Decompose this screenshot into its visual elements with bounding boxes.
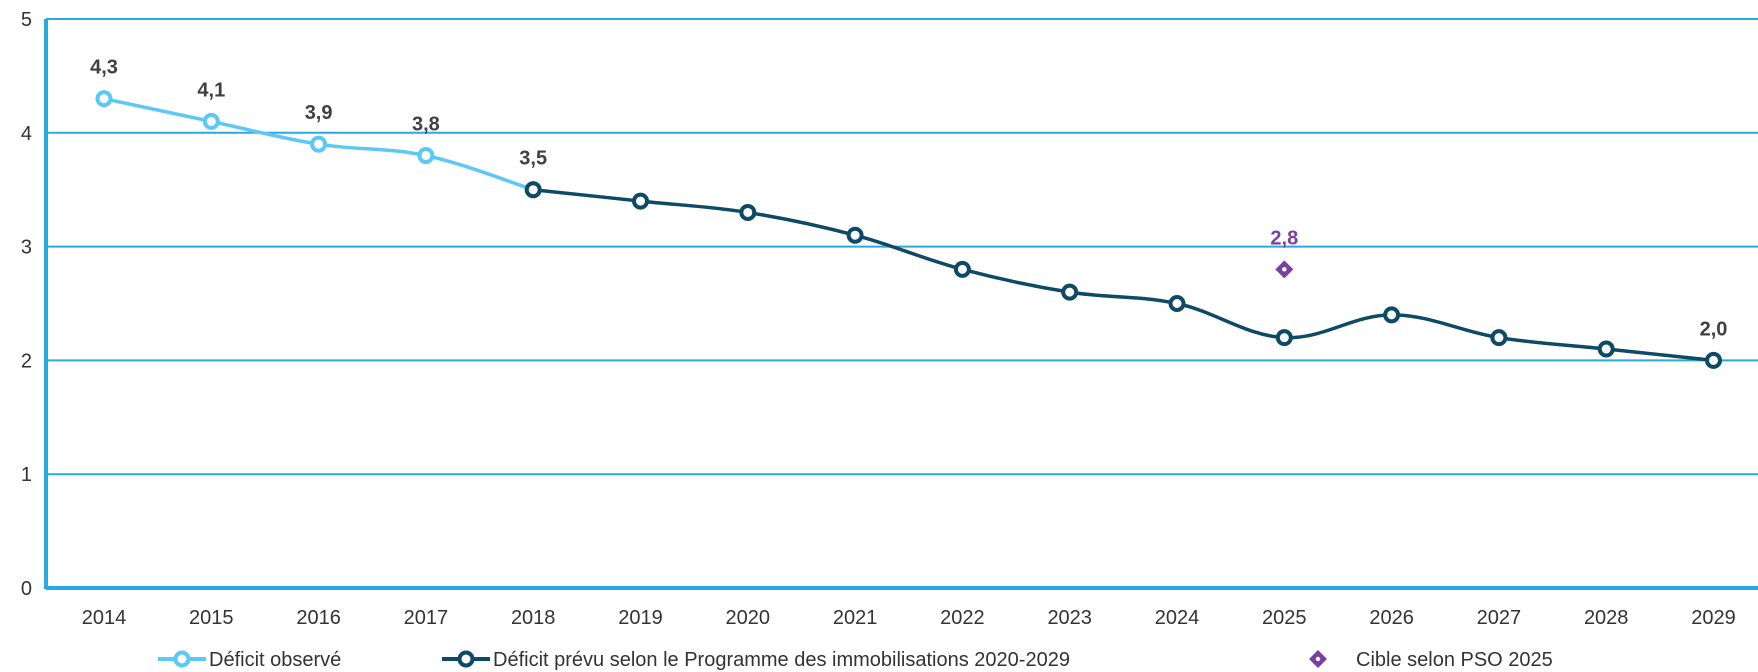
- y-tick-label: 2: [21, 350, 32, 372]
- data-label-2017: 3,8: [412, 114, 440, 136]
- y-tick-label: 0: [21, 578, 32, 600]
- data-point-1-2020: [739, 203, 757, 221]
- diamond-dot: [1315, 656, 1321, 662]
- y-tick-label: 5: [21, 9, 32, 31]
- data-label-2018: 3,5: [519, 148, 547, 170]
- legend-label: Cible selon PSO 2025: [1356, 649, 1553, 671]
- x-tick-label: 2026: [1369, 607, 1414, 629]
- legend-item-0: Déficit observé: [158, 649, 341, 671]
- y-tick-labels: 0 1 2 3 4 5: [21, 9, 32, 600]
- diamond-dot: [1282, 267, 1287, 272]
- legend-label: Déficit prévu selon le Programme des imm…: [493, 649, 1070, 671]
- data-point-0-2016: [310, 135, 328, 153]
- legend-swatch-diamond: [1309, 650, 1327, 668]
- data-labels: 4,3 4,1 3,9 3,8 3,5 2,0 2,8: [90, 57, 1727, 341]
- x-tick-label: 2023: [1047, 607, 1092, 629]
- data-point-1-2021: [846, 226, 864, 244]
- legend-item-1: Déficit prévu selon le Programme des imm…: [442, 649, 1070, 671]
- data-point-1-2024: [1168, 295, 1186, 312]
- x-tick-label: 2019: [618, 607, 663, 629]
- data-point-0-2014: [95, 90, 113, 108]
- x-tick-label: 2016: [296, 607, 341, 629]
- legend-label: Déficit observé: [209, 649, 341, 671]
- x-tick-label: 2020: [726, 607, 771, 629]
- data-point-0-2015: [202, 112, 220, 130]
- x-tick-label: 2028: [1584, 607, 1629, 629]
- grid-lines: [46, 18, 1758, 476]
- legend-item-2: Cible selon PSO 2025: [1309, 649, 1553, 671]
- data-label-2029: 2,0: [1700, 318, 1728, 340]
- data-label-2016: 3,9: [305, 102, 333, 124]
- series: [95, 90, 1722, 369]
- x-tick-label: 2021: [833, 607, 878, 629]
- data-point-1-2025: [1275, 329, 1293, 347]
- y-tick-label: 1: [21, 464, 32, 486]
- legend: Déficit observé Déficit prévu selon le Pr…: [158, 649, 1553, 671]
- data-point-1-2027: [1490, 329, 1508, 347]
- x-tick-label: 2025: [1262, 607, 1307, 629]
- y-tick-label: 4: [21, 123, 32, 145]
- series-line-1: [533, 187, 1714, 363]
- target-marker-2025: [1275, 260, 1294, 279]
- data-point-1-2018: [524, 181, 542, 199]
- data-point-1-2029: [1705, 351, 1722, 369]
- data-point-1-2023: [1061, 283, 1079, 301]
- x-tick-label: 2015: [189, 607, 234, 629]
- legend-swatch-marker: [457, 650, 475, 668]
- x-tick-label: 2027: [1477, 607, 1522, 629]
- x-tick-label: 2014: [82, 607, 127, 629]
- x-tick-label: 2029: [1691, 607, 1736, 629]
- data-label-2014: 4,3: [90, 57, 118, 79]
- axes: [44, 19, 1758, 590]
- data-point-1-2028: [1597, 340, 1615, 358]
- data-label-2015: 4,1: [197, 79, 225, 101]
- data-point-1-2026: [1383, 306, 1401, 324]
- x-tick-label: 2022: [940, 607, 985, 629]
- x-tick-label: 2017: [404, 607, 449, 629]
- x-tick-label: 2018: [511, 607, 556, 629]
- x-tick-labels: 2014 2015 2016 2017 2018 2019 2020 2021 2022 2023…: [82, 607, 1736, 629]
- data-point-1-2019: [632, 192, 649, 210]
- y-tick-label: 3: [21, 237, 32, 259]
- x-tick-label: 2024: [1155, 607, 1200, 629]
- data-point-0-2017: [417, 147, 435, 165]
- data-point-1-2022: [953, 260, 971, 278]
- data-label-2025: 2,8: [1270, 227, 1298, 249]
- legend-swatch-marker: [173, 650, 191, 668]
